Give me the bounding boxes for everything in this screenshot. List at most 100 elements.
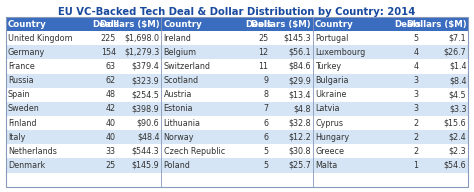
Bar xyxy=(246,59,270,74)
Bar xyxy=(270,88,313,102)
Bar xyxy=(313,158,395,173)
Bar xyxy=(93,102,118,116)
Bar xyxy=(161,59,246,74)
Text: Czech Republic: Czech Republic xyxy=(164,147,225,156)
Bar xyxy=(93,45,118,59)
Text: Country: Country xyxy=(164,20,202,28)
Text: 8: 8 xyxy=(264,90,268,99)
Bar xyxy=(6,116,93,130)
Text: $2.4: $2.4 xyxy=(449,133,466,142)
Bar xyxy=(118,74,161,88)
Text: 7: 7 xyxy=(264,104,268,113)
Bar xyxy=(270,17,313,31)
Bar xyxy=(270,158,313,173)
Bar xyxy=(395,45,420,59)
Text: Cyprus: Cyprus xyxy=(315,118,343,127)
Bar xyxy=(420,130,468,144)
Bar xyxy=(161,88,246,102)
Text: Russia: Russia xyxy=(8,76,34,85)
Bar xyxy=(246,116,270,130)
Text: Dollars ($M): Dollars ($M) xyxy=(407,20,466,28)
Bar xyxy=(246,130,270,144)
Bar xyxy=(118,130,161,144)
Bar xyxy=(93,59,118,74)
Text: $90.6: $90.6 xyxy=(137,118,159,127)
Text: Sweden: Sweden xyxy=(8,104,40,113)
Bar xyxy=(395,158,420,173)
Bar xyxy=(93,116,118,130)
Bar xyxy=(420,59,468,74)
Bar xyxy=(6,130,93,144)
Bar xyxy=(93,158,118,173)
Text: Lithuania: Lithuania xyxy=(164,118,201,127)
Bar xyxy=(395,17,420,31)
Bar xyxy=(246,102,270,116)
Text: Scotland: Scotland xyxy=(164,76,199,85)
Text: $54.6: $54.6 xyxy=(444,161,466,170)
Bar xyxy=(420,74,468,88)
Text: 6: 6 xyxy=(264,118,268,127)
Text: 40: 40 xyxy=(106,133,116,142)
Text: Belgium: Belgium xyxy=(164,48,197,57)
Text: $4.8: $4.8 xyxy=(293,104,311,113)
Text: 25: 25 xyxy=(106,161,116,170)
Bar xyxy=(395,144,420,158)
Text: Bulgaria: Bulgaria xyxy=(315,76,348,85)
Text: Germany: Germany xyxy=(8,48,45,57)
Bar xyxy=(118,144,161,158)
Bar xyxy=(118,116,161,130)
Bar xyxy=(6,158,93,173)
Bar xyxy=(6,59,93,74)
Bar xyxy=(270,31,313,45)
Text: 4: 4 xyxy=(413,62,418,71)
Bar xyxy=(313,116,395,130)
Text: Malta: Malta xyxy=(315,161,337,170)
Text: 225: 225 xyxy=(100,34,116,43)
Bar xyxy=(395,59,420,74)
Bar xyxy=(270,144,313,158)
Text: Latvia: Latvia xyxy=(315,104,339,113)
Bar xyxy=(118,59,161,74)
Bar xyxy=(118,31,161,45)
Text: Italy: Italy xyxy=(8,133,26,142)
Text: Estonia: Estonia xyxy=(164,104,193,113)
Bar xyxy=(313,144,395,158)
Text: 2: 2 xyxy=(413,118,418,127)
Bar xyxy=(161,158,246,173)
Text: 63: 63 xyxy=(106,62,116,71)
Bar xyxy=(161,45,246,59)
Text: $2.3: $2.3 xyxy=(449,147,466,156)
Bar xyxy=(420,158,468,173)
Text: 12: 12 xyxy=(258,48,268,57)
Bar xyxy=(246,88,270,102)
Bar xyxy=(313,74,395,88)
Text: 154: 154 xyxy=(101,48,116,57)
Text: $13.4: $13.4 xyxy=(288,90,311,99)
Bar xyxy=(270,45,313,59)
Text: 6: 6 xyxy=(264,133,268,142)
Text: $56.1: $56.1 xyxy=(288,48,311,57)
Bar xyxy=(161,116,246,130)
Text: Hungary: Hungary xyxy=(315,133,349,142)
Text: $379.4: $379.4 xyxy=(132,62,159,71)
Bar xyxy=(6,144,93,158)
Text: Norway: Norway xyxy=(164,133,194,142)
Bar xyxy=(246,45,270,59)
Bar xyxy=(313,31,395,45)
Bar xyxy=(118,45,161,59)
Text: 4: 4 xyxy=(413,48,418,57)
Bar xyxy=(270,116,313,130)
Bar xyxy=(161,102,246,116)
Text: $7.1: $7.1 xyxy=(449,34,466,43)
Text: Ireland: Ireland xyxy=(164,34,191,43)
Text: 5: 5 xyxy=(264,161,268,170)
Bar xyxy=(118,17,161,31)
Bar xyxy=(93,17,118,31)
Text: $29.9: $29.9 xyxy=(288,76,311,85)
Bar xyxy=(395,116,420,130)
Bar xyxy=(161,17,246,31)
Text: $25.7: $25.7 xyxy=(288,161,311,170)
Text: 9: 9 xyxy=(264,76,268,85)
Bar xyxy=(6,88,93,102)
Text: 33: 33 xyxy=(106,147,116,156)
